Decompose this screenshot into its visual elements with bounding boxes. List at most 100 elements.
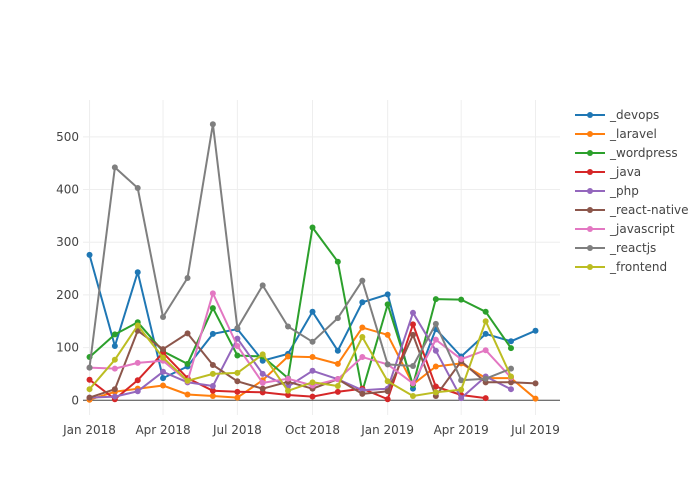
data-point[interactable] [507,345,514,352]
data-point[interactable] [209,121,216,128]
data-point[interactable] [532,395,539,402]
data-point[interactable] [234,394,241,401]
data-point[interactable] [384,361,391,368]
data-point[interactable] [285,323,292,330]
data-point[interactable] [259,385,266,392]
data-point[interactable] [160,354,167,361]
data-point[interactable] [384,331,391,338]
data-point[interactable] [334,347,341,354]
data-point[interactable] [111,365,118,372]
data-point[interactable] [482,347,489,354]
data-point[interactable] [359,354,366,361]
data-point[interactable] [160,375,167,382]
data-point[interactable] [309,354,316,361]
data-point[interactable] [458,356,465,363]
data-point[interactable] [409,380,416,387]
data-point[interactable] [234,388,241,395]
data-point[interactable] [259,351,266,358]
data-point[interactable] [334,383,341,390]
legend-item[interactable]: _wordpress [575,146,678,160]
data-point[interactable] [432,336,439,343]
data-point[interactable] [160,346,167,353]
data-point[interactable] [458,386,465,393]
data-point[interactable] [409,393,416,400]
data-point[interactable] [458,377,465,384]
data-point[interactable] [86,376,93,383]
data-point[interactable] [209,370,216,377]
data-point[interactable] [309,379,316,386]
data-point[interactable] [432,296,439,303]
data-point[interactable] [409,331,416,338]
data-point[interactable] [507,338,514,345]
data-point[interactable] [507,386,514,393]
data-point[interactable] [111,386,118,393]
data-point[interactable] [134,269,141,276]
legend-item[interactable]: _php [575,184,639,198]
data-point[interactable] [184,377,191,384]
data-point[interactable] [334,376,341,383]
data-point[interactable] [134,184,141,191]
data-point[interactable] [234,325,241,332]
data-point[interactable] [86,394,93,401]
data-point[interactable] [259,379,266,386]
data-point[interactable] [285,387,292,394]
data-point[interactable] [432,383,439,390]
data-point[interactable] [134,322,141,329]
data-point[interactable] [432,347,439,354]
data-point[interactable] [309,393,316,400]
data-point[interactable] [409,309,416,316]
data-point[interactable] [458,296,465,303]
data-point[interactable] [432,363,439,370]
data-point[interactable] [134,388,141,395]
data-point[interactable] [209,305,216,312]
data-point[interactable] [384,291,391,298]
data-point[interactable] [285,391,292,398]
data-point[interactable] [359,324,366,331]
data-point[interactable] [259,357,266,364]
data-point[interactable] [209,387,216,394]
data-point[interactable] [482,330,489,337]
legend-item[interactable]: _java [575,165,641,179]
data-point[interactable] [259,370,266,377]
data-point[interactable] [482,395,489,402]
data-point[interactable] [86,251,93,258]
data-point[interactable] [334,388,341,395]
data-point[interactable] [532,327,539,334]
data-point[interactable] [134,359,141,366]
data-point[interactable] [334,315,341,322]
data-point[interactable] [209,393,216,400]
data-point[interactable] [184,391,191,398]
data-point[interactable] [309,367,316,374]
legend-item[interactable]: _reactjs [575,241,656,255]
data-point[interactable] [458,395,465,402]
data-point[interactable] [111,356,118,363]
data-point[interactable] [234,378,241,385]
data-point[interactable] [184,275,191,282]
data-point[interactable] [111,393,118,400]
data-point[interactable] [285,375,292,382]
data-point[interactable] [209,330,216,337]
data-point[interactable] [209,383,216,390]
data-point[interactable] [409,363,416,370]
data-point[interactable] [160,382,167,389]
data-point[interactable] [111,342,118,349]
data-point[interactable] [532,380,539,387]
data-point[interactable] [86,386,93,393]
data-point[interactable] [482,375,489,382]
data-point[interactable] [160,368,167,375]
data-point[interactable] [359,334,366,341]
data-point[interactable] [409,321,416,328]
data-point[interactable] [209,290,216,297]
data-point[interactable] [309,224,316,231]
data-point[interactable] [384,396,391,403]
data-point[interactable] [184,330,191,337]
data-point[interactable] [507,379,514,386]
data-point[interactable] [234,342,241,349]
data-point[interactable] [86,364,93,371]
data-point[interactable] [309,338,316,345]
data-point[interactable] [384,378,391,385]
data-point[interactable] [209,361,216,368]
data-point[interactable] [334,258,341,265]
data-point[interactable] [384,301,391,308]
legend-item[interactable]: _laravel [575,127,657,141]
